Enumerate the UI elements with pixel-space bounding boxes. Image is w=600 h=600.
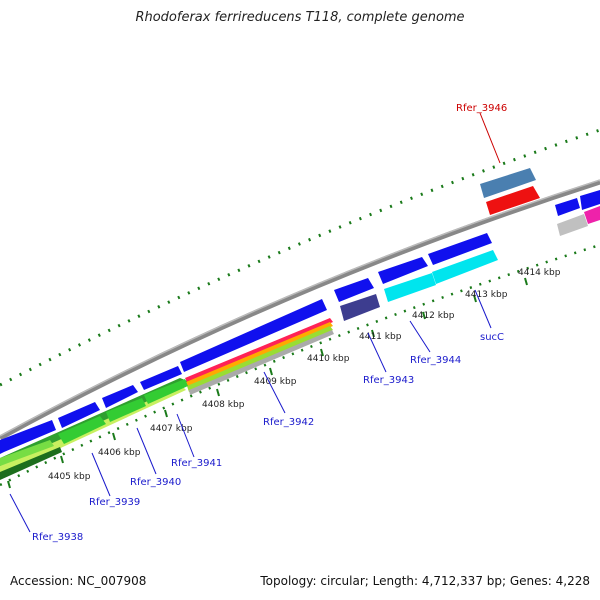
gene-arrow [140, 366, 182, 390]
gene-arrow [334, 278, 374, 302]
gene-arrow [102, 385, 138, 408]
gene-block-red [486, 186, 540, 215]
gene-block-cyan [384, 273, 436, 302]
feature-track-lower [0, 318, 334, 480]
tick-label-4413: 4413 kbp [465, 290, 508, 300]
gene-arrow [180, 299, 327, 372]
tick-label-4411: 4411 kbp [359, 332, 402, 342]
map-title: Rhodoferax ferrireducens T118, complete … [135, 10, 465, 25]
tick-label-4409: 4409 kbp [254, 377, 297, 387]
footer-accession: Accession: NC_007908 [10, 574, 147, 588]
gene-label-rfer-3943[interactable]: Rfer_3943 [363, 375, 414, 386]
gene-arrow [106, 398, 146, 422]
gene-arrow [555, 198, 580, 216]
gene-arrow [58, 416, 106, 444]
gene-arrow [144, 379, 188, 404]
gene-arrow [580, 190, 600, 210]
footer-stats: Topology: circular; Length: 4,712,337 bp… [260, 574, 590, 588]
gene-label-rfer-3940[interactable]: Rfer_3940 [130, 477, 181, 488]
gene-block-slate [340, 294, 380, 321]
gene-label-succ[interactable]: sucC [480, 332, 504, 343]
gene-label-rfer-3938[interactable]: Rfer_3938 [32, 532, 83, 543]
tick-label-4408: 4408 kbp [202, 400, 245, 410]
major-ticks [7, 277, 528, 489]
tick-label-4405: 4405 kbp [48, 472, 91, 482]
gene-arrow [378, 257, 428, 284]
genome-backbone-highlight [0, 179, 600, 437]
gene-block-steel [480, 168, 536, 198]
gene-arrow [58, 402, 100, 428]
gene-block-cyan-2 [432, 250, 498, 284]
tick-label-4410: 4410 kbp [307, 354, 350, 364]
forward-genes [0, 190, 600, 454]
gene-label-rfer-3946[interactable]: Rfer_3946 [456, 103, 507, 114]
tick-label-4412: 4412 kbp [412, 311, 455, 321]
gene-label-rfer-3939[interactable]: Rfer_3939 [89, 497, 140, 508]
leader-line-rfer-3946 [479, 112, 501, 164]
gene-arrow [0, 440, 54, 466]
inner-tick-ring [0, 243, 600, 487]
tick-label-4414: 4414 kbp [518, 268, 561, 278]
tick-label-4406: 4406 kbp [98, 448, 141, 458]
gene-block-gray [557, 214, 588, 236]
gene-label-rfer-3941[interactable]: Rfer_3941 [171, 458, 222, 469]
gene-block-magenta [584, 206, 600, 224]
gene-arrow [428, 233, 492, 265]
genome-backbone [0, 179, 600, 441]
gene-label-rfer-3944[interactable]: Rfer_3944 [410, 355, 461, 366]
reverse-genes-green [0, 379, 188, 466]
outer-tick-ring [0, 128, 600, 387]
leader-lines [9, 289, 492, 533]
gene-arrow [0, 420, 56, 454]
gene-label-rfer-3942[interactable]: Rfer_3942 [263, 417, 314, 428]
tick-label-4407: 4407 kbp [150, 424, 193, 434]
